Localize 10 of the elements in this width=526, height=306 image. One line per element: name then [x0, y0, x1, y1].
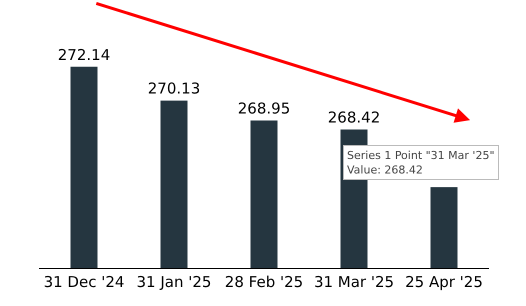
x-tick-label: 31 Jan '25 — [136, 273, 212, 291]
data-label: 270.13 — [148, 80, 200, 98]
x-tick-label: 31 Mar '25 — [314, 273, 394, 291]
x-tick-label: 31 Dec '24 — [44, 273, 124, 291]
x-tick-label: 28 Feb '25 — [224, 273, 304, 291]
data-label: 272.14 — [58, 46, 110, 64]
data-label: 268.42 — [328, 108, 380, 126]
annotation: Series 1 Point "31 Mar '25" Value: 268.42 — [347, 149, 495, 176]
x-tick-label: 25 Apr '25 — [405, 273, 483, 291]
data-label: 268.95 — [238, 100, 290, 118]
